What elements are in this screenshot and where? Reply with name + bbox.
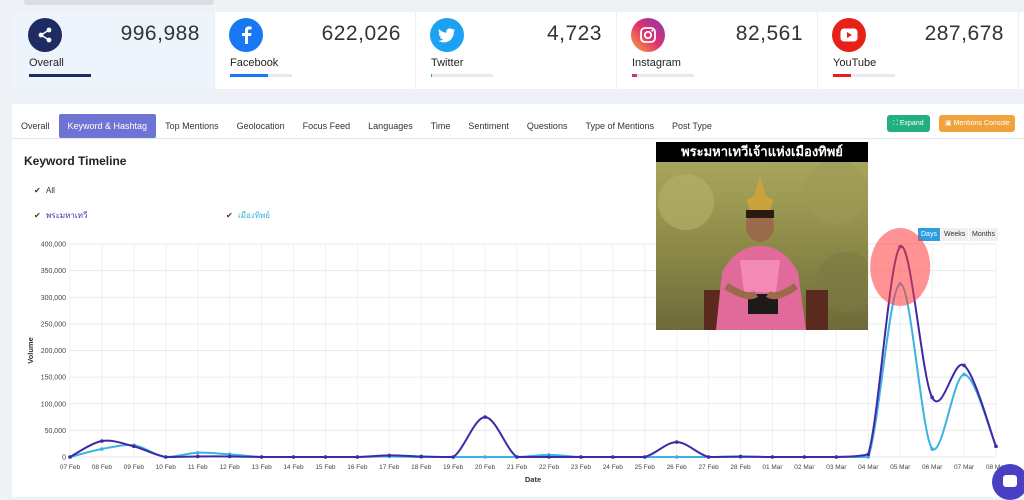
chat-launcher-button[interactable]	[992, 464, 1024, 500]
stat-card-youtube[interactable]: 287,678 YouTube	[818, 12, 1019, 89]
tab-languages[interactable]: Languages	[368, 121, 413, 131]
tab-sentiment[interactable]: Sentiment	[468, 121, 509, 131]
top-strip	[0, 0, 1024, 7]
stat-label: Overall	[29, 57, 64, 69]
period-weeks-button[interactable]: Weeks	[941, 228, 969, 241]
period-days-button[interactable]: Days	[918, 228, 940, 241]
tab-post-type[interactable]: Post Type	[672, 121, 712, 131]
share-icon	[28, 18, 62, 52]
stat-label: YouTube	[833, 57, 877, 69]
overlay-image: พระมหาเทวีเจ้าแห่งเมืองทิพย์	[656, 142, 868, 330]
top-tab-fragment	[24, 0, 214, 5]
tab-bar: Overall Keyword & Hashtag Top Mentions Geol…	[12, 114, 721, 138]
stat-label: Facebook	[230, 57, 279, 69]
tab-geolocation[interactable]: Geolocation	[236, 121, 285, 131]
stat-value: 4,723	[546, 22, 602, 45]
check-icon: ✔	[34, 211, 41, 220]
stat-card-twitter[interactable]: 4,723 Twitter	[416, 12, 617, 89]
tab-top-mentions[interactable]: Top Mentions	[165, 121, 219, 131]
stat-value: 622,026	[321, 22, 401, 45]
stat-card-overall[interactable]: 996,988 Overall	[14, 12, 215, 89]
legend-keyword-1[interactable]: ✔ พระมหาเทวี	[34, 211, 88, 220]
facebook-icon	[229, 18, 263, 52]
twitter-icon	[430, 18, 464, 52]
tab-type-of-mentions[interactable]: Type of Mentions	[585, 121, 654, 131]
youtube-icon	[832, 18, 866, 52]
stat-value: 82,561	[735, 22, 803, 45]
stat-progress-bar	[230, 74, 292, 77]
tab-focus-feed[interactable]: Focus Feed	[302, 121, 351, 131]
stat-progress-bar	[833, 74, 895, 77]
tab-questions[interactable]: Questions	[526, 121, 568, 131]
analysis-panel: Overall Keyword & Hashtag Top Mentions Geol…	[12, 104, 1024, 497]
legend-all[interactable]: ✔ All	[34, 186, 55, 195]
mentions-console-button[interactable]: ▣ Mentions Console	[939, 115, 1015, 132]
chart-title: Keyword Timeline	[24, 154, 127, 168]
console-icon: ▣	[945, 120, 954, 127]
legend-keyword-2[interactable]: ✔ เมืองทิพย์	[226, 211, 270, 220]
tab-time[interactable]: Time	[430, 121, 451, 131]
instagram-icon	[631, 18, 665, 52]
stat-label: Twitter	[431, 57, 464, 69]
check-icon: ✔	[34, 186, 41, 195]
stat-progress-bar	[431, 74, 493, 77]
tab-divider	[12, 138, 1024, 139]
stat-value: 996,988	[120, 22, 200, 45]
stat-label: Instagram	[632, 57, 681, 69]
stat-value: 287,678	[924, 22, 1004, 45]
stat-card-facebook[interactable]: 622,026 Facebook	[215, 12, 416, 89]
expand-icon: ⛶	[893, 120, 900, 127]
check-icon: ✔	[226, 211, 233, 220]
stat-progress-bar	[632, 74, 694, 77]
stats-row: 996,988 Overall 622,026 Facebook 4,723 Twitte…	[14, 12, 1024, 89]
chat-icon	[1003, 475, 1017, 487]
tab-overall[interactable]: Overall	[21, 121, 50, 131]
stat-progress-bar	[29, 74, 91, 77]
expand-button[interactable]: ⛶ Expand	[887, 115, 930, 132]
overlay-caption: พระมหาเทวีเจ้าแห่งเมืองทิพย์	[656, 142, 868, 162]
period-months-button[interactable]: Months	[969, 228, 998, 241]
tab-keyword-hashtag[interactable]: Keyword & Hashtag	[58, 114, 157, 138]
portrait-photo	[656, 162, 868, 330]
stat-card-instagram[interactable]: 82,561 Instagram	[617, 12, 818, 89]
